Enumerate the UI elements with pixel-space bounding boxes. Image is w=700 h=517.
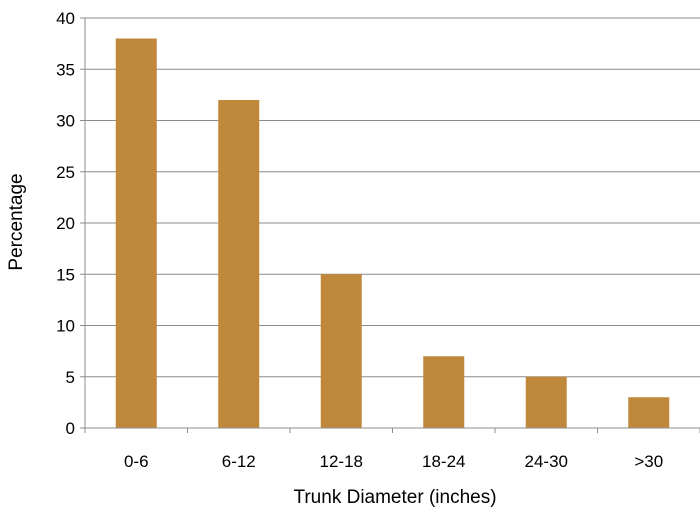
tick-labels: 0 5 10 15 20 25 30 35 40 0-6 6-12 12-18 18-24 24-30 >3… <box>56 9 663 471</box>
gridlines <box>85 17 700 378</box>
y-axis-title: Percentage <box>6 173 27 270</box>
y-tick-label: 10 <box>56 317 75 336</box>
x-tick-label: 18-24 <box>422 452 465 471</box>
x-tick-label: 24-30 <box>525 452 568 471</box>
axes <box>80 17 700 433</box>
y-tick-label: 0 <box>66 419 75 438</box>
y-tick-label: 35 <box>56 60 75 79</box>
bar-24-30 <box>525 376 567 428</box>
bar-12-18 <box>320 274 362 428</box>
bar-6-12 <box>218 100 260 428</box>
y-tick-label: 5 <box>66 368 75 387</box>
y-tick-label: 30 <box>56 112 75 131</box>
x-tick-label: >30 <box>634 452 663 471</box>
bars <box>115 38 670 428</box>
y-tick-label: 15 <box>56 265 75 284</box>
y-tick-label: 25 <box>56 163 75 182</box>
y-tick-label: 20 <box>56 214 75 233</box>
x-axis-title: Trunk Diameter (inches) <box>293 487 496 508</box>
x-tick-label: 6-12 <box>222 452 256 471</box>
x-tick-label: 0-6 <box>124 452 149 471</box>
bar-0-6 <box>115 38 157 428</box>
x-tick-label: 12-18 <box>320 452 363 471</box>
y-tick-label: 40 <box>56 9 75 28</box>
bar->30 <box>628 397 670 428</box>
bar-18-24 <box>423 356 465 428</box>
